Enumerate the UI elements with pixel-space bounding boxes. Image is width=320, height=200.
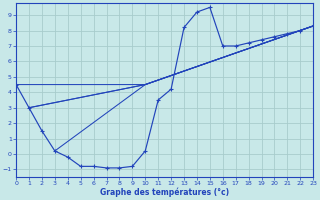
X-axis label: Graphe des températures (°c): Graphe des températures (°c) (100, 188, 229, 197)
